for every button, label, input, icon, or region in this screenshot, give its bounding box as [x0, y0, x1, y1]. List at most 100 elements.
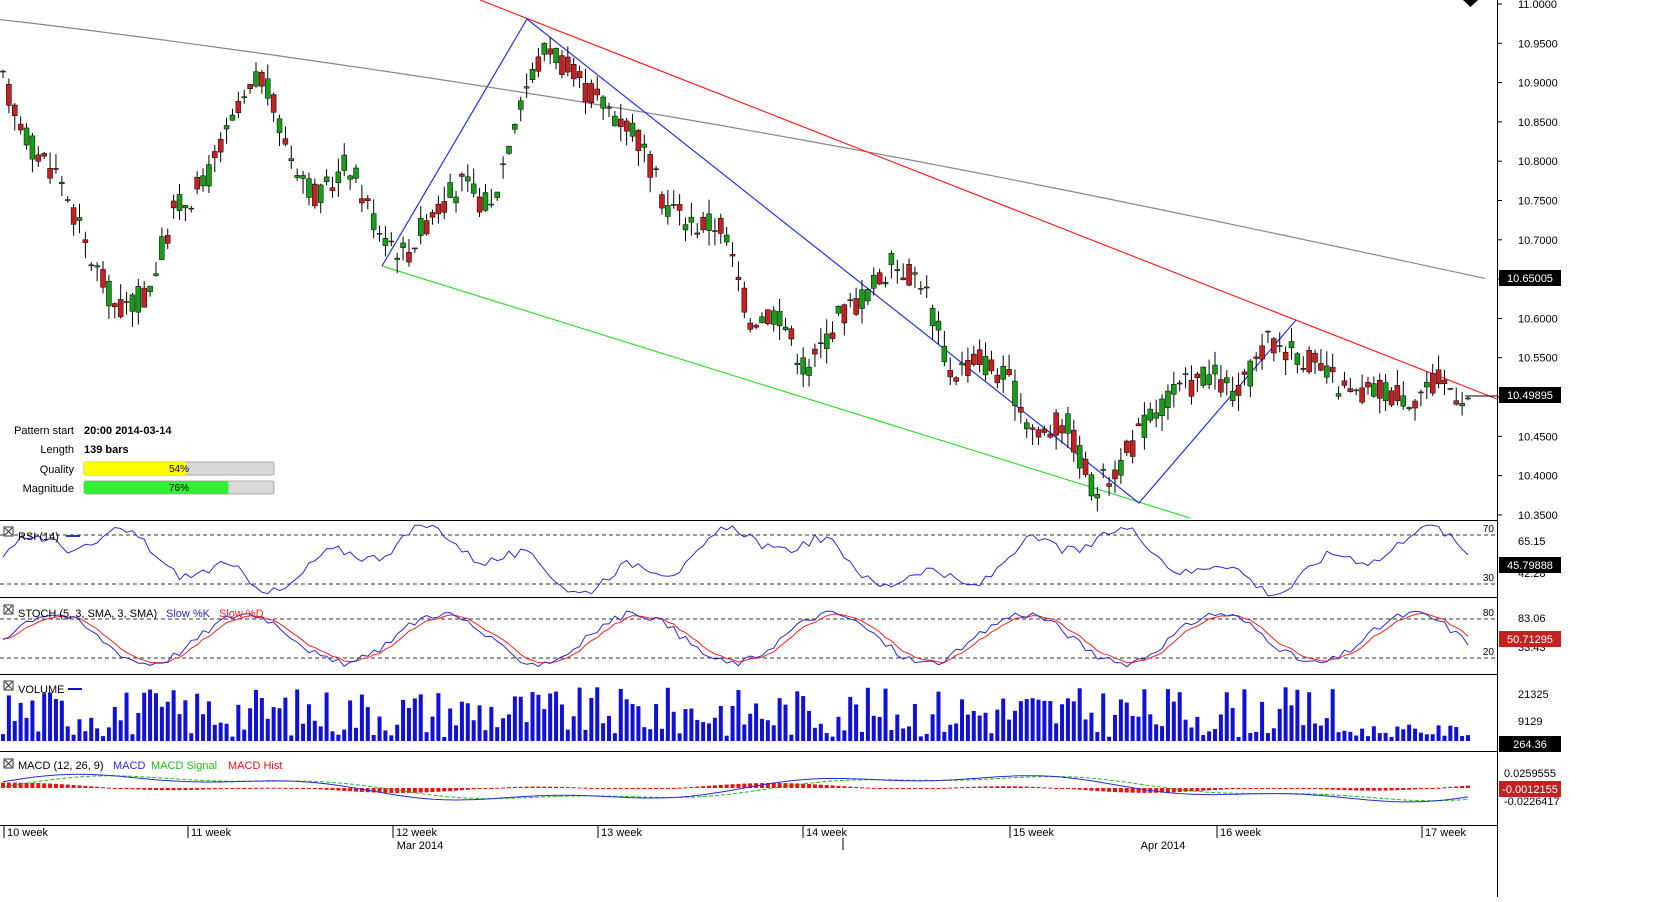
- candle-body: [518, 100, 524, 110]
- macd-hist-bar: [965, 786, 970, 788]
- candle-body: [465, 176, 471, 182]
- macd-hist-bar: [436, 788, 441, 792]
- week-label: 13 week: [601, 827, 642, 839]
- candle-body: [900, 277, 906, 281]
- volume-bar: [395, 724, 400, 741]
- magnitude-value: 76%: [169, 483, 189, 494]
- volume-bar: [1307, 692, 1312, 741]
- volume-bar: [1383, 732, 1388, 741]
- candle-body: [323, 176, 330, 183]
- candle-body: [453, 196, 459, 204]
- volume-bar: [930, 714, 935, 741]
- macd-hist-bar: [418, 788, 423, 793]
- macd-hist-bar: [1042, 787, 1047, 789]
- rsi-axis-label: 65.15: [1518, 536, 1546, 548]
- stoch-slow-d-line: [2, 612, 1469, 664]
- ma-value-label: 10.65005: [1507, 273, 1553, 285]
- macd-hist-bar: [854, 786, 859, 788]
- candle-body: [1376, 380, 1383, 399]
- macd-hist-bar: [612, 788, 617, 789]
- macd-panel: MACD (12, 26, 9) MACD MACD Signal MACD H…: [1, 758, 1561, 808]
- candle-body: [682, 224, 689, 231]
- rsi-panel: RSI (14) 70 30 65.15 42.28 45.79888: [0, 524, 1561, 597]
- volume-bar: [1124, 702, 1129, 741]
- macd-hist-bar: [295, 788, 300, 789]
- volume-bar: [1189, 727, 1194, 741]
- candle-body: [894, 269, 901, 272]
- stoch-slow-k-line: [2, 610, 1469, 668]
- macd-hist-bar: [1224, 788, 1229, 790]
- candle-body: [217, 138, 224, 153]
- volume-bar: [265, 718, 270, 741]
- candle-body: [676, 204, 683, 211]
- macd-hist-bar: [836, 785, 841, 788]
- macd-hist-bar: [465, 788, 470, 790]
- price-tick-label: 10.7000: [1518, 235, 1558, 247]
- volume-bar: [536, 694, 541, 741]
- volume-bar: [942, 731, 947, 741]
- volume-bar: [830, 736, 835, 741]
- candle-body: [0, 70, 6, 73]
- volume-bar: [1265, 733, 1270, 741]
- candle-body: [959, 362, 965, 366]
- volume-bar: [718, 706, 723, 741]
- macd-hist-bar: [312, 788, 317, 790]
- macd-hist-bar: [1324, 788, 1329, 790]
- candle-body: [1282, 351, 1289, 361]
- macd-hist-bar: [1289, 788, 1294, 789]
- macd-hist-bar: [577, 787, 582, 789]
- volume-bar: [577, 687, 582, 741]
- macd-hist-bar: [95, 786, 100, 788]
- candle-body: [376, 233, 383, 235]
- volume-bar: [924, 733, 929, 741]
- macd-hist-bar: [130, 788, 135, 790]
- macd-hist-bar: [1124, 788, 1129, 793]
- candle-body: [670, 204, 677, 206]
- volume-bar: [1154, 724, 1159, 741]
- candle-body: [929, 307, 936, 326]
- candle-body: [153, 273, 159, 276]
- volume-bar: [271, 707, 276, 741]
- candle-body: [265, 78, 271, 99]
- candle-body: [506, 145, 512, 154]
- candle-body: [176, 194, 183, 212]
- volume-bar: [971, 710, 976, 741]
- macd-hist-bar: [736, 783, 741, 788]
- price-tick-label: 10.9000: [1518, 78, 1558, 90]
- macd-hist-bar: [477, 788, 482, 789]
- candle-body: [447, 182, 453, 198]
- macd-hist-bar: [1107, 788, 1112, 792]
- volume-bar: [248, 708, 253, 741]
- volume-bar: [401, 699, 406, 741]
- volume-bar: [1418, 732, 1423, 741]
- candle-body: [1306, 349, 1312, 373]
- price-tick-label: 10.5500: [1518, 353, 1558, 365]
- scroll-marker-icon[interactable]: [1463, 0, 1478, 7]
- candle-body: [88, 264, 95, 267]
- macd-hist-bar: [289, 788, 294, 789]
- candle-body: [1200, 366, 1206, 386]
- volume-bar: [1395, 726, 1400, 741]
- volume-bar: [36, 731, 41, 741]
- candle-body: [123, 301, 130, 303]
- volume-bar: [371, 735, 376, 741]
- macd-hist-bar: [412, 788, 417, 793]
- macd-hist-bar: [1389, 788, 1394, 791]
- macd-hist-bar: [571, 787, 576, 789]
- price-tick-label: 10.8000: [1518, 156, 1558, 168]
- volume-bar: [365, 707, 370, 741]
- candle-body: [235, 100, 242, 113]
- macd-hist-bar: [42, 783, 47, 788]
- volume-bar: [1318, 725, 1323, 741]
- macd-hist-bar: [548, 786, 553, 788]
- candle-body: [1394, 385, 1401, 402]
- volume-bar: [336, 734, 341, 741]
- candle-body: [1065, 413, 1071, 434]
- volume-bar: [518, 696, 523, 741]
- candle-body: [529, 68, 536, 81]
- candle-body: [1353, 389, 1359, 392]
- volume-bar: [1377, 733, 1382, 741]
- candle-body: [1453, 400, 1459, 405]
- volume-bar: [1007, 719, 1012, 741]
- candle-body: [882, 282, 889, 285]
